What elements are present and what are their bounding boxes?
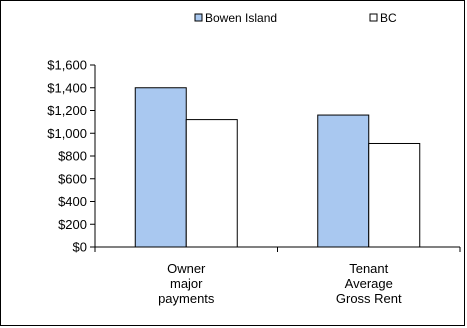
x-category-label: Owner major payments — [158, 261, 215, 306]
y-axis: $0 $200 $400 $600 $800 $1,000 $1,200 $1,400 $1,6… — [47, 58, 96, 255]
x-category-label-line: payments — [158, 291, 215, 306]
bars — [134, 87, 421, 248]
y-tick-label: $1,000 — [47, 126, 87, 141]
legend-label: BC — [380, 11, 397, 25]
y-tick-label: $0 — [73, 240, 87, 255]
x-category-label-line: Average — [345, 276, 393, 291]
y-tick-label: $800 — [58, 149, 87, 164]
x-category-label-line: Owner — [167, 261, 206, 276]
y-tick-label: $600 — [58, 171, 87, 186]
x-category-label-line: major — [170, 276, 203, 291]
y-tick-label: $400 — [58, 194, 87, 209]
x-category-label-line: Gross Rent — [336, 291, 402, 306]
legend-label: Bowen Island — [205, 11, 277, 25]
y-tick-label: $200 — [58, 217, 87, 232]
x-category-label-line: Tenant — [349, 261, 388, 276]
y-tick-label: $1,200 — [47, 103, 87, 118]
x-axis: Owner major payments Tenant Average Gross Ren… — [94, 246, 461, 306]
bar-bc-tenant — [368, 142, 421, 248]
legend-swatch — [369, 13, 378, 22]
bar-bowen-island-tenant — [317, 114, 370, 248]
legend-swatch — [194, 13, 203, 22]
y-tick-label: $1,400 — [47, 80, 87, 95]
x-category-label: Tenant Average Gross Rent — [336, 261, 402, 306]
bar-bc-owner — [185, 119, 238, 248]
legend: Bowen Island BC — [194, 11, 397, 25]
bar-bowen-island-owner — [134, 87, 187, 248]
y-tick-label: $1,600 — [47, 58, 87, 73]
